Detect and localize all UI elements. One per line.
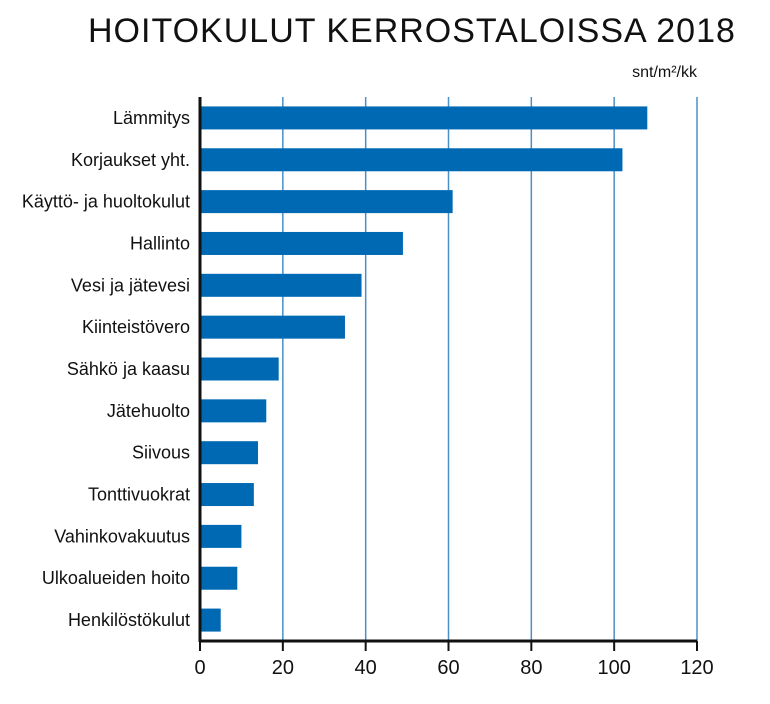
bar	[200, 315, 345, 339]
bars	[200, 106, 648, 632]
x-tick-label: 40	[355, 657, 377, 679]
x-tick-label: 0	[194, 657, 205, 679]
category-label: Korjaukset yht.	[71, 150, 190, 170]
x-tick-label: 20	[272, 657, 294, 679]
bar	[200, 357, 279, 381]
x-tick-label: 120	[680, 657, 713, 679]
bar	[200, 190, 453, 214]
bar	[200, 399, 267, 423]
bar	[200, 566, 238, 590]
x-tick-label: 80	[520, 657, 542, 679]
grid-lines	[282, 97, 698, 641]
bar	[200, 106, 648, 130]
bar	[200, 441, 258, 465]
chart-title: HOITOKULUT KERROSTALOISSA 2018	[88, 12, 736, 50]
category-label: Lämmitys	[113, 108, 190, 128]
x-tick-label: 100	[597, 657, 630, 679]
category-label: Käyttö- ja huoltokulut	[22, 192, 190, 212]
unit-label: snt/m²/kk	[632, 64, 698, 81]
category-label: Tonttivuokrat	[88, 485, 190, 505]
axes	[198, 97, 698, 651]
bar	[200, 524, 242, 548]
category-label: Jätehuolto	[107, 401, 190, 421]
bar	[200, 608, 221, 632]
category-label: Hallinto	[130, 233, 190, 253]
bar	[200, 273, 362, 297]
category-label: Siivous	[132, 443, 190, 463]
category-label: Vesi ja jätevesi	[71, 275, 190, 295]
tick-labels: 0 20 40 60 80 100 120	[194, 657, 713, 679]
bar	[200, 148, 623, 172]
category-label: Sähkö ja kaasu	[67, 359, 190, 379]
bar	[200, 483, 254, 507]
category-label: Ulkoalueiden hoito	[42, 568, 190, 588]
category-label: Kiinteistövero	[82, 317, 190, 337]
x-tick-label: 60	[437, 657, 459, 679]
category-label: Vahinkovakuutus	[54, 526, 190, 546]
category-labels: Lämmitys Korjaukset yht. Käyttö- ja huolto…	[22, 108, 190, 630]
category-label: Henkilöstökulut	[68, 610, 190, 630]
bar	[200, 231, 403, 255]
